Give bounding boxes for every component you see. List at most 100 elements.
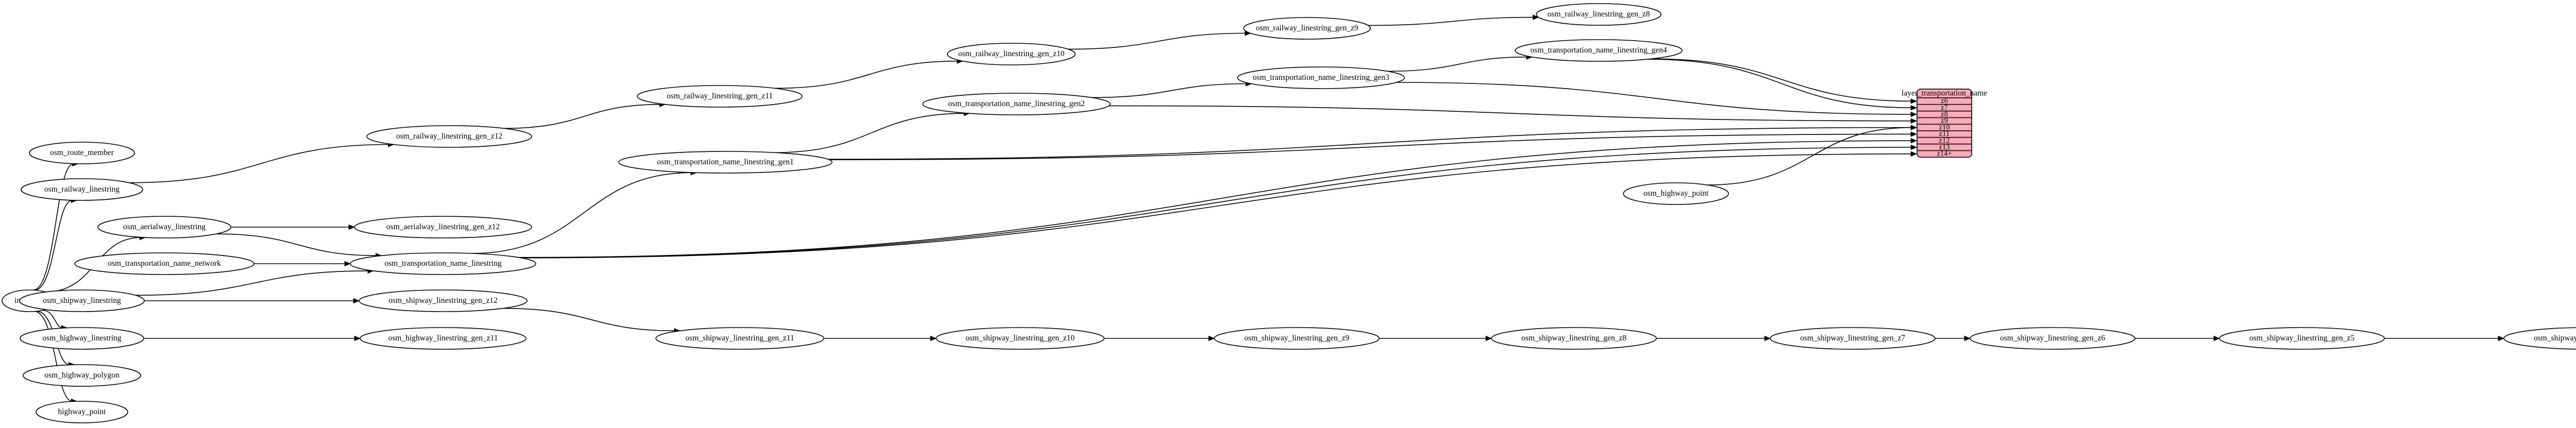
node-ellipse — [36, 401, 128, 423]
node-label: osm_shipway_linestring_gen_z10 — [965, 334, 1075, 343]
edge-arrowhead — [1910, 98, 1918, 104]
node-ellipse — [936, 327, 1105, 350]
edge-arrowhead — [1764, 335, 1771, 341]
node-osm_transportation_name_linestring_gen2[interactable]: osm_transportation_name_linestring_gen2 — [922, 93, 1111, 115]
node-osm_railway_linestring_gen_z11[interactable]: osm_railway_linestring_gen_z11 — [637, 85, 803, 108]
layer-table-row-z10: z10 — [1939, 123, 1950, 131]
node-label: osm_shipway_linestring — [43, 296, 121, 305]
node-label: osm_transportation_name_linestring_gen4 — [1530, 46, 1667, 55]
edge-arrowhead — [348, 224, 355, 230]
edge-arrowhead — [1910, 125, 1918, 130]
layer-table-row-z13: z13 — [1939, 143, 1950, 151]
layer-table-title: layer_transportation_name — [1902, 89, 1987, 98]
node-osm_highway_point[interactable]: osm_highway_point — [1623, 182, 1729, 205]
node-osm_transportation_name_linestring_gen4[interactable]: osm_transportation_name_linestring_gen4 — [1515, 39, 1683, 62]
node-label: osm_transportation_name_linestring_gen1 — [657, 158, 793, 166]
node-osm_railway_linestring_gen_z10[interactable]: osm_railway_linestring_gen_z10 — [947, 43, 1076, 65]
edge-osm_railway_linestring_gen_z9-to-osm_railway_linestring_gen_z8 — [1368, 16, 1534, 26]
node-osm_route_member[interactable]: osm_route_member — [29, 142, 135, 164]
edge-osm_transportation_name_linestring_gen4-to-row-1 — [1647, 59, 1912, 108]
edge-arrowhead — [1532, 14, 1539, 20]
node-highway_point[interactable]: highway_point — [36, 401, 128, 423]
node-ellipse — [1243, 17, 1371, 40]
node-osm_aerialway_linestring[interactable]: osm_aerialway_linestring — [97, 216, 231, 238]
node-ellipse — [354, 216, 532, 238]
edge-imposm3-to-osm_route_member — [33, 163, 74, 290]
edge-arrowhead — [1964, 335, 1971, 341]
node-ellipse — [19, 289, 145, 312]
node-osm_railway_linestring_gen_z12[interactable]: osm_railway_linestring_gen_z12 — [366, 125, 532, 148]
node-label: osm_highway_linestring — [42, 334, 122, 343]
node-label: osm_transportation_name_network — [108, 259, 221, 268]
node-ellipse — [2503, 327, 2576, 350]
edge-arrowhead — [1910, 144, 1918, 150]
node-label: osm_shipway_linestring_gen_z8 — [1521, 334, 1626, 343]
node-osm_transportation_name_network[interactable]: osm_transportation_name_network — [74, 252, 255, 275]
node-osm_shipway_linestring[interactable]: osm_shipway_linestring — [19, 289, 145, 312]
node-label: osm_transportation_name_linestring_gen3 — [1252, 73, 1389, 82]
node-osm_shipway_linestring_gen_z11[interactable]: osm_shipway_linestring_gen_z11 — [655, 327, 824, 350]
node-osm_shipway_linestring_gen_z12[interactable]: osm_shipway_linestring_gen_z12 — [359, 289, 528, 312]
layer-table-body — [1917, 89, 1972, 158]
edge-layer — [15, 14, 2505, 404]
node-ellipse — [21, 178, 143, 201]
layer-table-row-z14plus: z14+ — [1937, 150, 1952, 158]
node-label: osm_shipway_linestring_gen_z12 — [388, 296, 498, 305]
node-osm_shipway_linestring_gen_z6[interactable]: osm_shipway_linestring_gen_z6 — [1970, 327, 2136, 350]
node-label: osm_railway_linestring — [44, 185, 120, 194]
node-osm_shipway_linestring_gen_z5[interactable]: osm_shipway_linestring_gen_z5 — [2219, 327, 2385, 350]
edge-arrowhead — [1910, 138, 1918, 144]
node-ellipse — [1515, 39, 1683, 62]
edge-osm_shipway_linestring-to-osm_transportation_name_linestring — [135, 270, 369, 296]
edge-imposm3-to-osm_railway_linestring — [34, 200, 73, 291]
edge-arrowhead — [1910, 105, 1918, 111]
node-osm_highway_linestring[interactable]: osm_highway_linestring — [20, 327, 144, 350]
node-osm_transportation_name_linestring_gen1[interactable]: osm_transportation_name_linestring_gen1 — [618, 151, 833, 174]
node-label: osm_railway_linestring_gen_z12 — [396, 132, 503, 141]
node-osm_highway_polygon[interactable]: osm_highway_polygon — [23, 364, 141, 387]
node-ellipse — [2219, 327, 2385, 350]
node-label: osm_shipway_linestring_gen_z6 — [2000, 334, 2105, 343]
node-osm_shipway_linestring_gen_z7[interactable]: osm_shipway_linestring_gen_z7 — [1770, 327, 1936, 350]
node-osm_shipway_linestring_gen_z10[interactable]: osm_shipway_linestring_gen_z10 — [936, 327, 1105, 350]
node-ellipse — [29, 142, 135, 164]
layer-table-row-z11: z11 — [1939, 130, 1950, 138]
node-osm_railway_linestring_gen_z8[interactable]: osm_railway_linestring_gen_z8 — [1536, 3, 1662, 26]
node-layer: imposm3osm_route_memberosm_railway_lines… — [2, 3, 2576, 423]
node-ellipse — [1770, 327, 1936, 350]
node-osm_transportation_name_linestring[interactable]: osm_transportation_name_linestring — [350, 252, 536, 275]
node-label: osm_railway_linestring_gen_z11 — [667, 92, 773, 100]
edge-imposm3-to-highway_point — [34, 311, 73, 402]
edge-osm_transportation_name_linestring_gen1-to-osm_transportation_name_linestring_gen2 — [773, 113, 965, 153]
node-ellipse — [20, 327, 144, 350]
node-osm_railway_linestring_gen_z9[interactable]: osm_railway_linestring_gen_z9 — [1243, 17, 1371, 40]
node-osm_highway_linestring_gen_z11[interactable]: osm_highway_linestring_gen_z11 — [360, 327, 527, 350]
node-ellipse — [1214, 327, 1380, 350]
node-osm_shipway_linestring_gen_z9[interactable]: osm_shipway_linestring_gen_z9 — [1214, 327, 1380, 350]
node-label: osm_shipway_linestring_gen_z5 — [2249, 334, 2354, 343]
edge-osm_transportation_name_linestring_gen1-to-row-4 — [827, 127, 1912, 160]
edge-arrowhead — [1208, 335, 1215, 341]
node-ellipse — [1536, 3, 1662, 26]
edge-arrowhead — [344, 261, 351, 267]
node-label: osm_highway_polygon — [44, 371, 120, 380]
node-ellipse — [637, 85, 803, 108]
node-ellipse — [947, 43, 1076, 65]
node-label: osm_shipway_linestring_gen_z9 — [1244, 334, 1349, 343]
node-label: highway_point — [58, 407, 107, 416]
edge-arrowhead — [2213, 335, 2221, 341]
edge-osm_highway_point-to-row-4 — [1707, 127, 1912, 185]
edge-osm_railway_linestring_gen_z12-to-osm_railway_linestring_gen_z11 — [503, 104, 661, 129]
node-osm_transportation_name_linestring_gen3[interactable]: osm_transportation_name_linestring_gen3 — [1237, 66, 1405, 89]
edge-arrowhead — [1910, 151, 1918, 157]
node-label: osm_railway_linestring_gen_z10 — [958, 49, 1065, 58]
node-osm_aerialway_linestring_gen_z12[interactable]: osm_aerialway_linestring_gen_z12 — [354, 216, 532, 238]
edge-arrowhead — [353, 298, 360, 304]
node-ellipse — [359, 289, 528, 312]
node-osm_railway_linestring[interactable]: osm_railway_linestring — [21, 178, 143, 201]
node-osm_shipway_linestring_gen_z4[interactable]: osm_shipway_linestring_gen_z4 — [2503, 327, 2576, 350]
node-ellipse — [1623, 182, 1729, 205]
edge-osm_transportation_name_linestring_gen3-to-row-2 — [1396, 82, 1912, 115]
node-osm_shipway_linestring_gen_z8[interactable]: osm_shipway_linestring_gen_z8 — [1491, 327, 1657, 350]
